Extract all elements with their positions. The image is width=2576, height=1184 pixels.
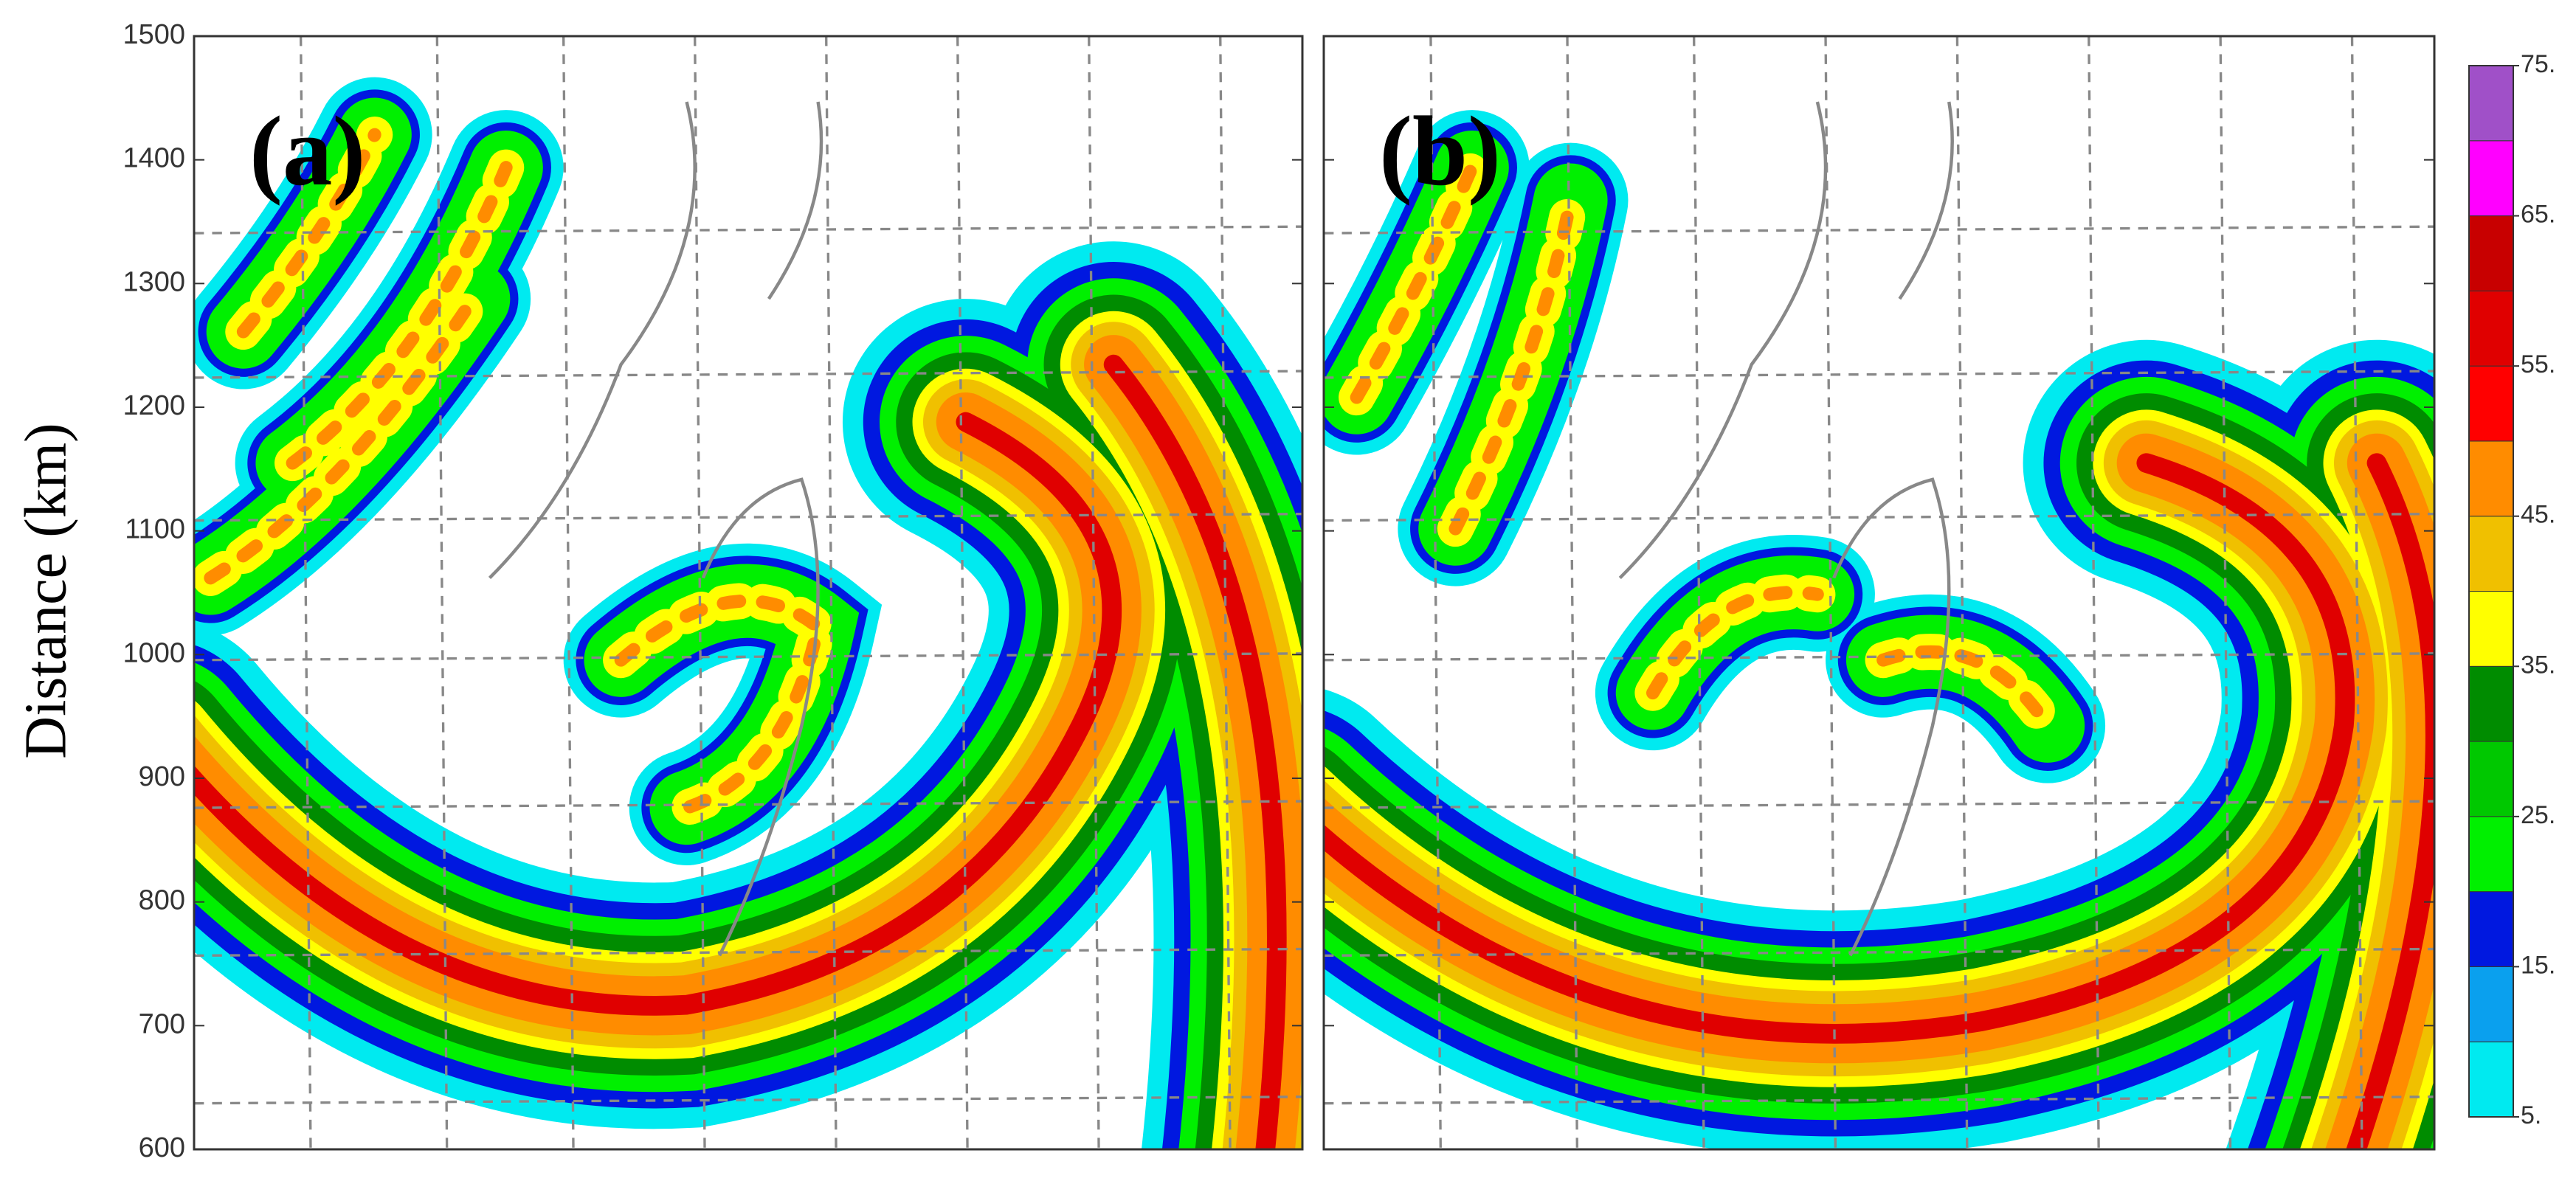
y-tick-label: 1200 xyxy=(122,390,185,421)
colorbar-bin xyxy=(2468,440,2514,517)
panel-label: (b) xyxy=(1379,97,1501,207)
map-grid-line xyxy=(1566,36,1579,1149)
map-grid-line xyxy=(194,800,1302,809)
panel-frame xyxy=(1322,35,2436,1151)
map-grid-line xyxy=(1824,36,1837,1149)
rainband xyxy=(1350,161,1578,536)
colorbar-bin xyxy=(2468,741,2514,817)
map-grid-line xyxy=(1324,947,2434,958)
colorbar-bin xyxy=(2468,516,2514,592)
colorbar-bin xyxy=(2468,290,2514,367)
map-grid-line xyxy=(194,512,1302,522)
map-grid-line xyxy=(1219,36,1232,1149)
reflectivity-band xyxy=(1324,453,2355,1044)
colorbar-bin xyxy=(2468,591,2514,667)
colorbar-bin xyxy=(2468,891,2514,967)
radar-panel xyxy=(1324,36,2434,1149)
map-grid-line xyxy=(194,370,1302,379)
y-tick-label: 700 xyxy=(139,1008,185,1039)
reflectivity-band xyxy=(194,412,1122,1016)
map-grid-line xyxy=(956,36,969,1149)
map-grid-line xyxy=(299,36,312,1149)
map-grid-line xyxy=(194,1095,1302,1105)
colorbar-bin xyxy=(2468,665,2514,742)
reflectivity-band xyxy=(1103,354,1287,1149)
coastline xyxy=(1618,101,1954,957)
colorbar-tick-label: 5. xyxy=(2521,1101,2541,1129)
panel-label: (a) xyxy=(249,97,365,207)
map-grid-line xyxy=(2088,36,2100,1149)
map-grid-line xyxy=(2350,36,2363,1149)
map-grid-line xyxy=(1324,512,2434,522)
colorbar-tick-label: 45. xyxy=(2521,501,2555,529)
colorbar-tick-label: 15. xyxy=(2521,951,2555,979)
map-grid-line xyxy=(562,36,575,1149)
y-tick-label: 900 xyxy=(139,761,185,792)
map-grid-line xyxy=(194,225,1302,235)
colorbar-tick-label: 65. xyxy=(2521,201,2555,229)
radar-panel xyxy=(194,36,1302,1149)
y-axis-label: Distance (km) xyxy=(13,423,78,758)
map-grid-line xyxy=(1429,36,1442,1149)
colorbar-bin xyxy=(2468,140,2514,217)
colorbar-bin xyxy=(2468,365,2514,442)
y-tick-label: 1500 xyxy=(122,19,185,50)
y-tick-label: 1300 xyxy=(122,266,185,297)
y-tick-label: 800 xyxy=(139,885,185,916)
map-grid-line xyxy=(825,36,838,1149)
map-grid-line xyxy=(1324,370,2434,379)
map-grid-line xyxy=(194,652,1302,662)
colorbar-bin xyxy=(2468,816,2514,893)
map-grid-line xyxy=(1324,800,2434,809)
colorbar-bin xyxy=(2468,65,2514,142)
map-grid-line xyxy=(2219,36,2232,1149)
panel-frame xyxy=(193,35,1304,1151)
y-tick-label: 1000 xyxy=(122,637,185,668)
map-grid-line xyxy=(1088,36,1100,1149)
map-grid-line xyxy=(1324,1095,2434,1105)
map-grid-line xyxy=(194,947,1302,958)
y-tick-label: 1400 xyxy=(122,143,185,174)
map-grid-line xyxy=(435,36,449,1149)
rainband xyxy=(1646,586,2054,733)
colorbar-tick-label: 75. xyxy=(2521,50,2555,78)
map-grid-line xyxy=(1324,652,2434,662)
map-grid-line xyxy=(694,36,706,1149)
y-tick-label: 1100 xyxy=(125,514,185,545)
y-tick-label: 600 xyxy=(139,1132,185,1163)
colorbar-bin xyxy=(2468,966,2514,1042)
colorbar-tick-label: 55. xyxy=(2521,350,2555,378)
colorbar-tick-label: 35. xyxy=(2521,651,2555,679)
colorbar-frame xyxy=(2468,65,2514,1118)
map-grid-line xyxy=(1955,36,1969,1149)
map-grid-line xyxy=(1692,36,1705,1149)
colorbar-bin xyxy=(2468,215,2514,291)
colorbar-tick-label: 25. xyxy=(2521,801,2555,829)
rainband xyxy=(204,128,513,585)
map-grid-line xyxy=(1324,225,2434,235)
colorbar-bin xyxy=(2468,1041,2514,1118)
